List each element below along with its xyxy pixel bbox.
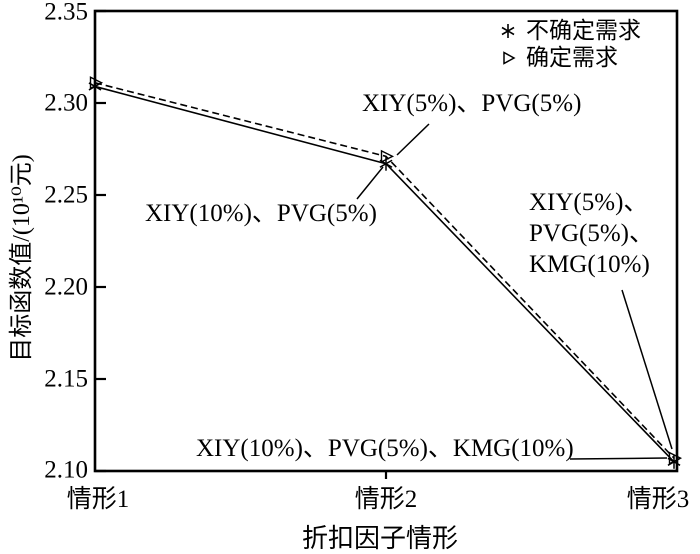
y-tick-label: 2.20 <box>44 273 88 301</box>
y-tick-label: 2.30 <box>44 89 88 117</box>
x-tick-label-3: 情形3 <box>626 486 690 513</box>
annotation-xiy10-pvg5: XIY(10%)、PVG(5%) <box>145 200 377 227</box>
annotation-xiy5-pvg5: XIY(5%)、PVG(5%) <box>362 90 582 117</box>
x-axis-title: 折扣因子情形 <box>301 524 459 553</box>
legend-item-certain-demand: 确定需求 <box>497 45 641 71</box>
x-tick-label-1: 情形1 <box>66 486 130 513</box>
legend-item-uncertain-demand: 不确定需求 <box>497 18 641 44</box>
series-line-certain-demand <box>94 81 675 459</box>
y-tick-label: 2.15 <box>44 365 88 393</box>
y-tick-label: 2.25 <box>44 181 88 209</box>
triangle-marker-icon <box>503 51 516 65</box>
legend: 不确定需求 确定需求 <box>497 18 641 71</box>
triangle-marker <box>380 149 395 163</box>
annotation-xiy5-pvg5-kmg10: XIY(5%)、 PVG(5%)、 KMG(10%) <box>529 189 654 278</box>
annotation-leader-ann-left <box>356 166 384 200</box>
annotation-leader-ann-top <box>396 123 430 156</box>
annotation-xiy10-pvg5-kmg10: XIY(10%)、PVG(5%)、KMG(10%) <box>196 435 574 462</box>
x-tick-label-2: 情形2 <box>354 486 418 513</box>
triangle-marker <box>668 451 683 465</box>
triangle-marker <box>89 76 104 90</box>
y-axis-title: 目标函数值/(10¹⁰元) <box>9 154 35 362</box>
y-tick-label: 2.10 <box>44 456 88 484</box>
legend-label: 不确定需求 <box>526 18 641 43</box>
annotation-leader-ann-right <box>621 289 673 450</box>
y-tick-label: 2.35 <box>44 0 88 26</box>
asterisk-marker-icon <box>501 24 515 38</box>
annotation-leader-ann-bottom <box>569 457 668 460</box>
asterisk-marker <box>379 159 393 168</box>
legend-label: 确定需求 <box>526 45 618 70</box>
